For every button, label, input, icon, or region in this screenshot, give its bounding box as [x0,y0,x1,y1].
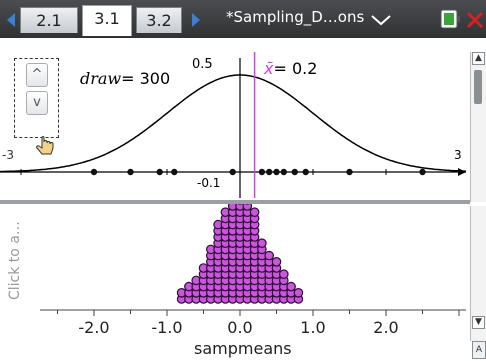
sample-dots [90,168,426,176]
dot-plot-ticks: -2.0 -1.0 0.0 1.0 2.0 [57,310,460,337]
top-scroll-thumb[interactable] [474,70,482,104]
sample-dot [90,168,98,176]
x-tick-label-neg: -0.1 [197,176,221,190]
hand-pointer-icon [36,136,54,155]
document-title: *Sampling_D…ons [226,8,365,26]
draw-var: draw [80,69,122,88]
slider-up-button[interactable]: ^ [26,63,48,87]
xbar-symbol: x̄ [264,59,274,78]
draw-value: = 300 [121,69,171,88]
y-tick-label: 0.5 [192,57,213,72]
xbar-value: = 0.2 [273,59,318,78]
normal-curve-graph[interactable] [0,38,470,200]
battery-icon [440,9,460,29]
tab-3-2[interactable]: 3.2 [136,7,182,33]
data-dot[interactable] [242,204,253,211]
close-icon[interactable] [465,10,485,30]
tab-3-1[interactable]: 3.1 [82,5,132,36]
forward-arrow-icon[interactable] [190,12,202,28]
click-to-add-variable[interactable]: Click to a… [7,221,23,300]
sample-dot [258,168,266,176]
add-text-button[interactable]: A [472,341,486,359]
x-tick-label-left: -3 [2,148,14,162]
slider-down-button[interactable]: v [26,91,48,115]
sample-dot [229,168,236,176]
dot-plot-pane[interactable]: -2.0 -1.0 0.0 1.0 2.0 sampmeans [0,204,470,361]
chevron-down-icon[interactable] [370,13,392,27]
sample-dot [156,168,163,176]
draw-label: draw= 300 [80,69,170,88]
x-tick-label: 0.0 [227,318,252,337]
data-dot[interactable] [264,250,274,261]
sample-dot [280,168,287,176]
sample-dot [127,168,134,176]
data-dot[interactable] [278,269,289,279]
data-dot[interactable] [257,238,267,248]
data-dot[interactable] [249,207,260,217]
sample-dot [171,168,178,176]
x-tick-label: 2.0 [373,318,398,337]
graph-pane[interactable]: draw= 300 0.5 x̄= 0.2 -3 3 -0.1 ^ v [0,38,470,200]
top-scroll-up[interactable]: ▲ [472,52,485,65]
top-scrollbar[interactable]: ▲ [470,52,486,202]
pane-divider[interactable] [0,200,470,204]
bottom-scrollbar[interactable]: ▼ [470,206,486,341]
title-bar: 2.1 3.1 3.2 *Sampling_D…ons [0,0,486,38]
x-axis-arrow [458,168,466,176]
sample-dot [419,168,426,176]
normal-curve [0,74,467,173]
tab-2-1[interactable]: 2.1 [20,7,78,33]
sample-dot [346,168,353,176]
sample-dot [302,168,309,176]
data-dot[interactable] [293,288,304,298]
bottom-scroll-down[interactable]: ▼ [472,316,485,329]
xbar-label: x̄= 0.2 [264,59,317,78]
back-arrow-icon[interactable] [5,12,17,28]
data-dot[interactable] [271,256,282,267]
sample-dot [266,168,273,176]
data-dot[interactable] [286,281,296,292]
x-tick-label: 1.0 [300,318,325,337]
dot-plot[interactable]: -2.0 -1.0 0.0 1.0 2.0 [0,204,470,361]
dot-plot-dots [176,204,304,304]
x-tick-label-right: 3 [454,148,462,162]
x-tick-label: -2.0 [78,318,109,337]
sample-dot [273,168,280,176]
x-tick-label: -1.0 [151,318,182,337]
x-axis-label: sampmeans [194,339,292,358]
sample-dot [291,168,298,176]
slider-control[interactable]: ^ v [14,58,59,138]
